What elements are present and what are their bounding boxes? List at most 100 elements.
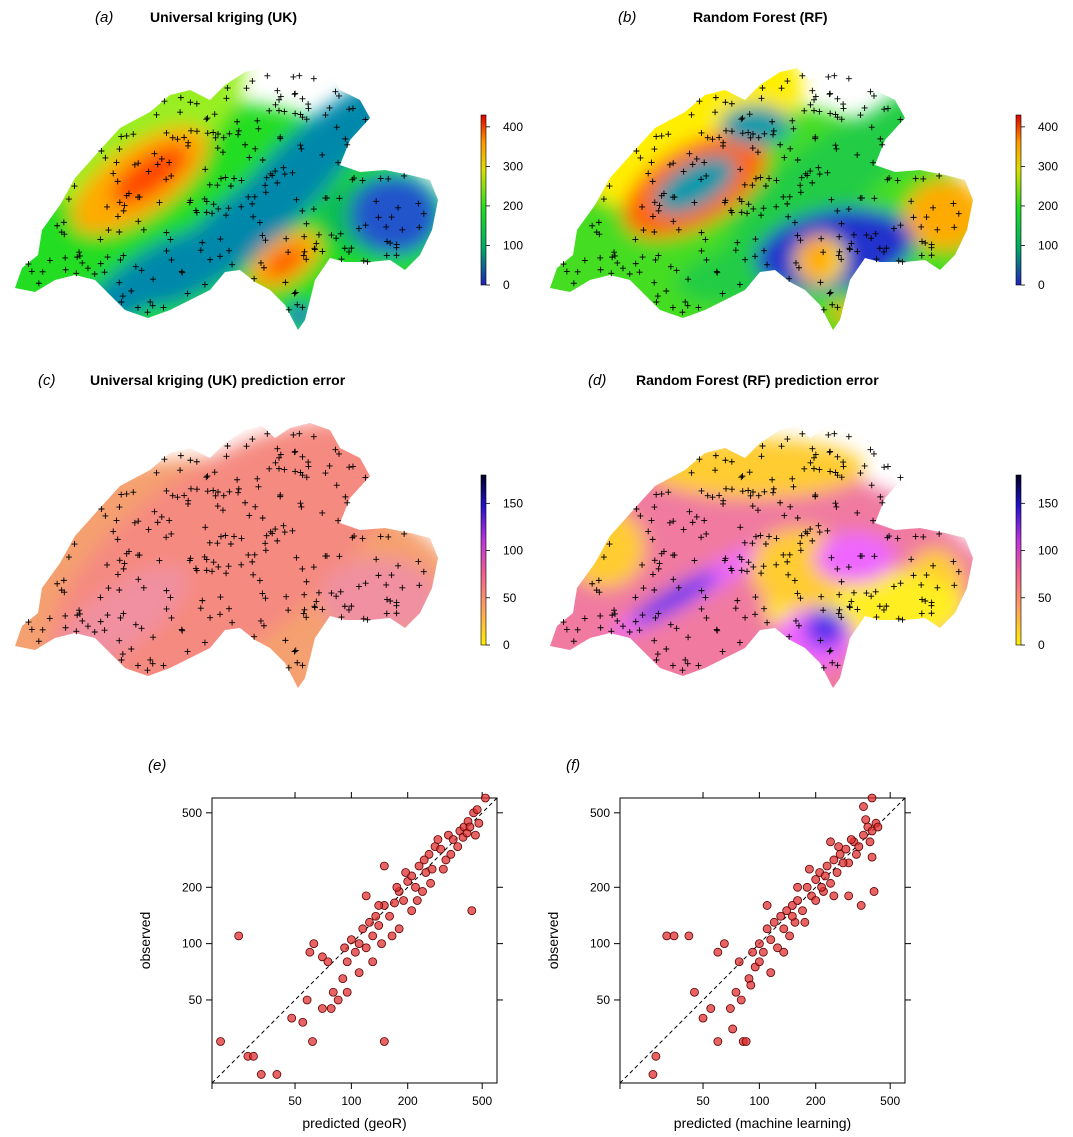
station-marker <box>738 474 745 481</box>
station-marker <box>267 170 274 177</box>
station-marker <box>293 196 300 203</box>
data-point <box>826 878 835 888</box>
station-marker <box>210 129 217 136</box>
station-marker <box>277 93 284 100</box>
station-marker <box>836 248 843 255</box>
station-marker <box>79 617 86 624</box>
data-point <box>385 911 394 921</box>
colorbar-tick-label: 0 <box>503 638 510 652</box>
station-marker <box>118 298 125 305</box>
station-marker <box>187 457 194 464</box>
panel-d-title: Random Forest (RF) prediction error <box>636 372 879 388</box>
station-marker <box>222 174 229 181</box>
station-marker <box>688 469 695 476</box>
station-marker <box>238 203 245 210</box>
station-marker <box>291 290 298 297</box>
station-marker <box>589 580 596 587</box>
station-marker <box>149 302 156 309</box>
station-marker <box>651 146 658 153</box>
data-point <box>856 901 866 910</box>
station-marker <box>773 561 780 568</box>
station-marker <box>829 301 836 308</box>
station-marker <box>745 559 752 566</box>
station-marker <box>698 247 705 254</box>
station-marker <box>846 604 853 611</box>
station-marker <box>908 556 915 563</box>
station-marker <box>714 627 721 634</box>
station-marker <box>214 182 221 189</box>
station-marker <box>25 619 32 626</box>
station-marker <box>637 512 644 519</box>
station-marker <box>359 177 366 184</box>
station-marker <box>649 213 656 220</box>
station-marker <box>260 622 267 629</box>
station-marker <box>773 203 780 210</box>
station-marker <box>303 578 310 585</box>
station-marker <box>750 563 757 570</box>
station-marker <box>144 309 151 316</box>
station-marker <box>828 554 835 561</box>
station-marker <box>673 267 680 274</box>
station-marker <box>118 133 125 140</box>
station-marker <box>685 634 692 641</box>
station-marker <box>786 193 793 200</box>
station-marker <box>873 614 880 621</box>
colorbar-prediction-a: 400 300 200 100 0 <box>480 114 523 292</box>
data-point <box>817 882 826 892</box>
station-marker <box>739 488 746 495</box>
station-marker <box>809 537 816 544</box>
station-marker <box>797 547 804 554</box>
data-point <box>426 878 435 888</box>
station-marker <box>214 540 221 547</box>
station-marker <box>135 218 142 225</box>
station-marker <box>827 289 834 296</box>
station-marker <box>255 125 262 132</box>
station-marker <box>834 565 841 572</box>
station-marker <box>818 235 825 242</box>
station-marker <box>156 199 163 206</box>
station-marker <box>820 249 827 256</box>
station-marker <box>791 219 798 226</box>
station-marker <box>303 256 310 263</box>
station-marker <box>934 226 941 233</box>
station-marker <box>655 610 662 617</box>
station-marker <box>281 466 288 473</box>
station-marker <box>759 85 766 92</box>
station-marker <box>28 626 35 633</box>
station-marker <box>879 499 886 506</box>
station-marker <box>344 141 351 148</box>
station-marker <box>665 489 672 496</box>
station-marker <box>739 115 746 122</box>
panel-b-title: Random Forest (RF) <box>693 9 828 25</box>
station-marker <box>177 94 184 101</box>
station-marker <box>97 260 104 267</box>
station-marker <box>784 558 791 565</box>
station-marker <box>323 552 330 559</box>
station-marker <box>123 550 130 557</box>
station-marker <box>560 261 567 268</box>
data-point <box>736 995 746 1005</box>
station-marker <box>798 532 805 539</box>
data-point <box>371 911 381 921</box>
station-marker <box>123 192 130 199</box>
station-marker <box>722 457 729 464</box>
station-marker <box>858 552 865 559</box>
station-marker <box>648 159 655 166</box>
station-marker <box>373 556 380 563</box>
station-marker <box>606 541 613 548</box>
colorbar-tick-label: 0 <box>503 278 510 292</box>
y-tick-label: 200 <box>182 880 202 894</box>
station-marker <box>74 254 81 261</box>
x-tick-label: 500 <box>472 1094 492 1108</box>
station-marker <box>597 612 604 619</box>
station-marker <box>812 135 819 142</box>
station-marker <box>203 209 210 216</box>
data-point <box>453 842 463 851</box>
station-marker <box>263 174 270 181</box>
station-marker <box>702 236 709 243</box>
station-marker <box>349 105 356 112</box>
station-marker <box>675 226 682 233</box>
station-marker <box>252 145 259 152</box>
station-marker <box>761 605 768 612</box>
data-point <box>713 947 723 957</box>
